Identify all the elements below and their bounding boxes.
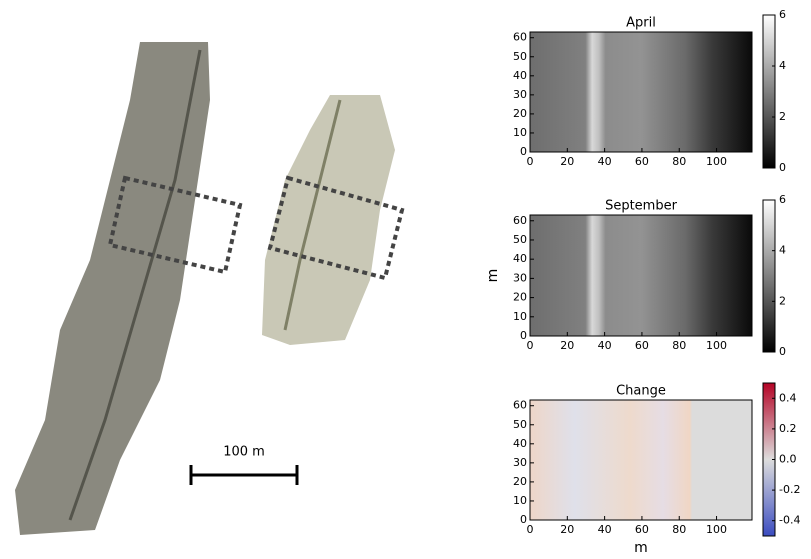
y-tick-label: 60: [513, 214, 527, 227]
figure: 100 m April02040608010001020304050600246…: [0, 0, 811, 559]
x-tick-label: 40: [598, 523, 612, 536]
x-tick-label: 60: [635, 155, 649, 168]
colorbar-tick-label: 2: [779, 294, 786, 307]
colorbar-tick-label: 6: [779, 193, 786, 206]
colorbar-tick-label: 4: [779, 59, 786, 72]
y-tick-label: 50: [513, 50, 527, 63]
x-tick-label: 100: [706, 339, 727, 352]
x-tick-label: 20: [560, 339, 574, 352]
y-tick-label: 20: [513, 291, 527, 304]
y-tick-label: 40: [513, 69, 527, 82]
scale-bar: [190, 465, 298, 485]
scale-bar-label: 100 m: [223, 445, 265, 460]
heatmap-image: [530, 32, 752, 152]
colorbar-tick-label: -0.2: [779, 483, 800, 496]
colorbar-tick-label: 0.2: [779, 422, 797, 435]
y-tick-label: 10: [513, 310, 527, 323]
x-tick-label: 100: [706, 523, 727, 536]
x-tick-label: 0: [527, 155, 534, 168]
x-tick-label: 80: [672, 339, 686, 352]
y-tick-label: 30: [513, 456, 527, 469]
colorbar-tick-label: 4: [779, 244, 786, 257]
colorbar-tick-label: 0.4: [779, 391, 797, 404]
y-tick-label: 30: [513, 88, 527, 101]
colorbar-tick-label: -0.4: [779, 514, 800, 527]
colorbar-tick-label: 2: [779, 110, 786, 123]
x-tick-label: 20: [560, 523, 574, 536]
y-tick-label: 10: [513, 494, 527, 507]
y-tick-label: 50: [513, 233, 527, 246]
colorbar-tick-label: 0: [779, 345, 786, 358]
x-tick-label: 20: [560, 155, 574, 168]
colorbar-tick-label: 0: [779, 161, 786, 174]
panel-title: September: [605, 199, 678, 214]
y-tick-label: 60: [513, 31, 527, 44]
y-tick-label: 0: [520, 329, 527, 342]
panel-title: April: [626, 16, 656, 31]
y-tick-label: 0: [520, 513, 527, 526]
y-tick-label: 20: [513, 107, 527, 120]
colorbar: [763, 200, 775, 352]
y-tick-label: 40: [513, 437, 527, 450]
x-tick-label: 0: [527, 339, 534, 352]
x-tick-label: 40: [598, 339, 612, 352]
x-tick-label: 100: [706, 155, 727, 168]
x-tick-label: 40: [598, 155, 612, 168]
colorbar-tick-label: 0.0: [779, 453, 797, 466]
y-axis-label: m: [485, 269, 501, 283]
y-tick-label: 60: [513, 399, 527, 412]
heatmap-image: [530, 215, 752, 336]
heatmap-image: [530, 400, 752, 520]
panel-title: Change: [616, 384, 666, 399]
colorbar-tick-label: 6: [779, 8, 786, 21]
y-tick-label: 20: [513, 475, 527, 488]
y-tick-label: 40: [513, 252, 527, 265]
aerial-mosaic-right: [262, 95, 395, 345]
y-tick-label: 30: [513, 271, 527, 284]
x-tick-label: 80: [672, 523, 686, 536]
x-tick-label: 80: [672, 155, 686, 168]
y-tick-label: 50: [513, 418, 527, 431]
x-tick-label: 0: [527, 523, 534, 536]
y-tick-label: 0: [520, 145, 527, 158]
aerial-mosaic-left: [15, 42, 210, 535]
x-tick-label: 60: [635, 523, 649, 536]
x-axis-label: m: [634, 540, 648, 556]
y-tick-label: 10: [513, 126, 527, 139]
x-tick-label: 60: [635, 339, 649, 352]
colorbar: [763, 15, 775, 168]
